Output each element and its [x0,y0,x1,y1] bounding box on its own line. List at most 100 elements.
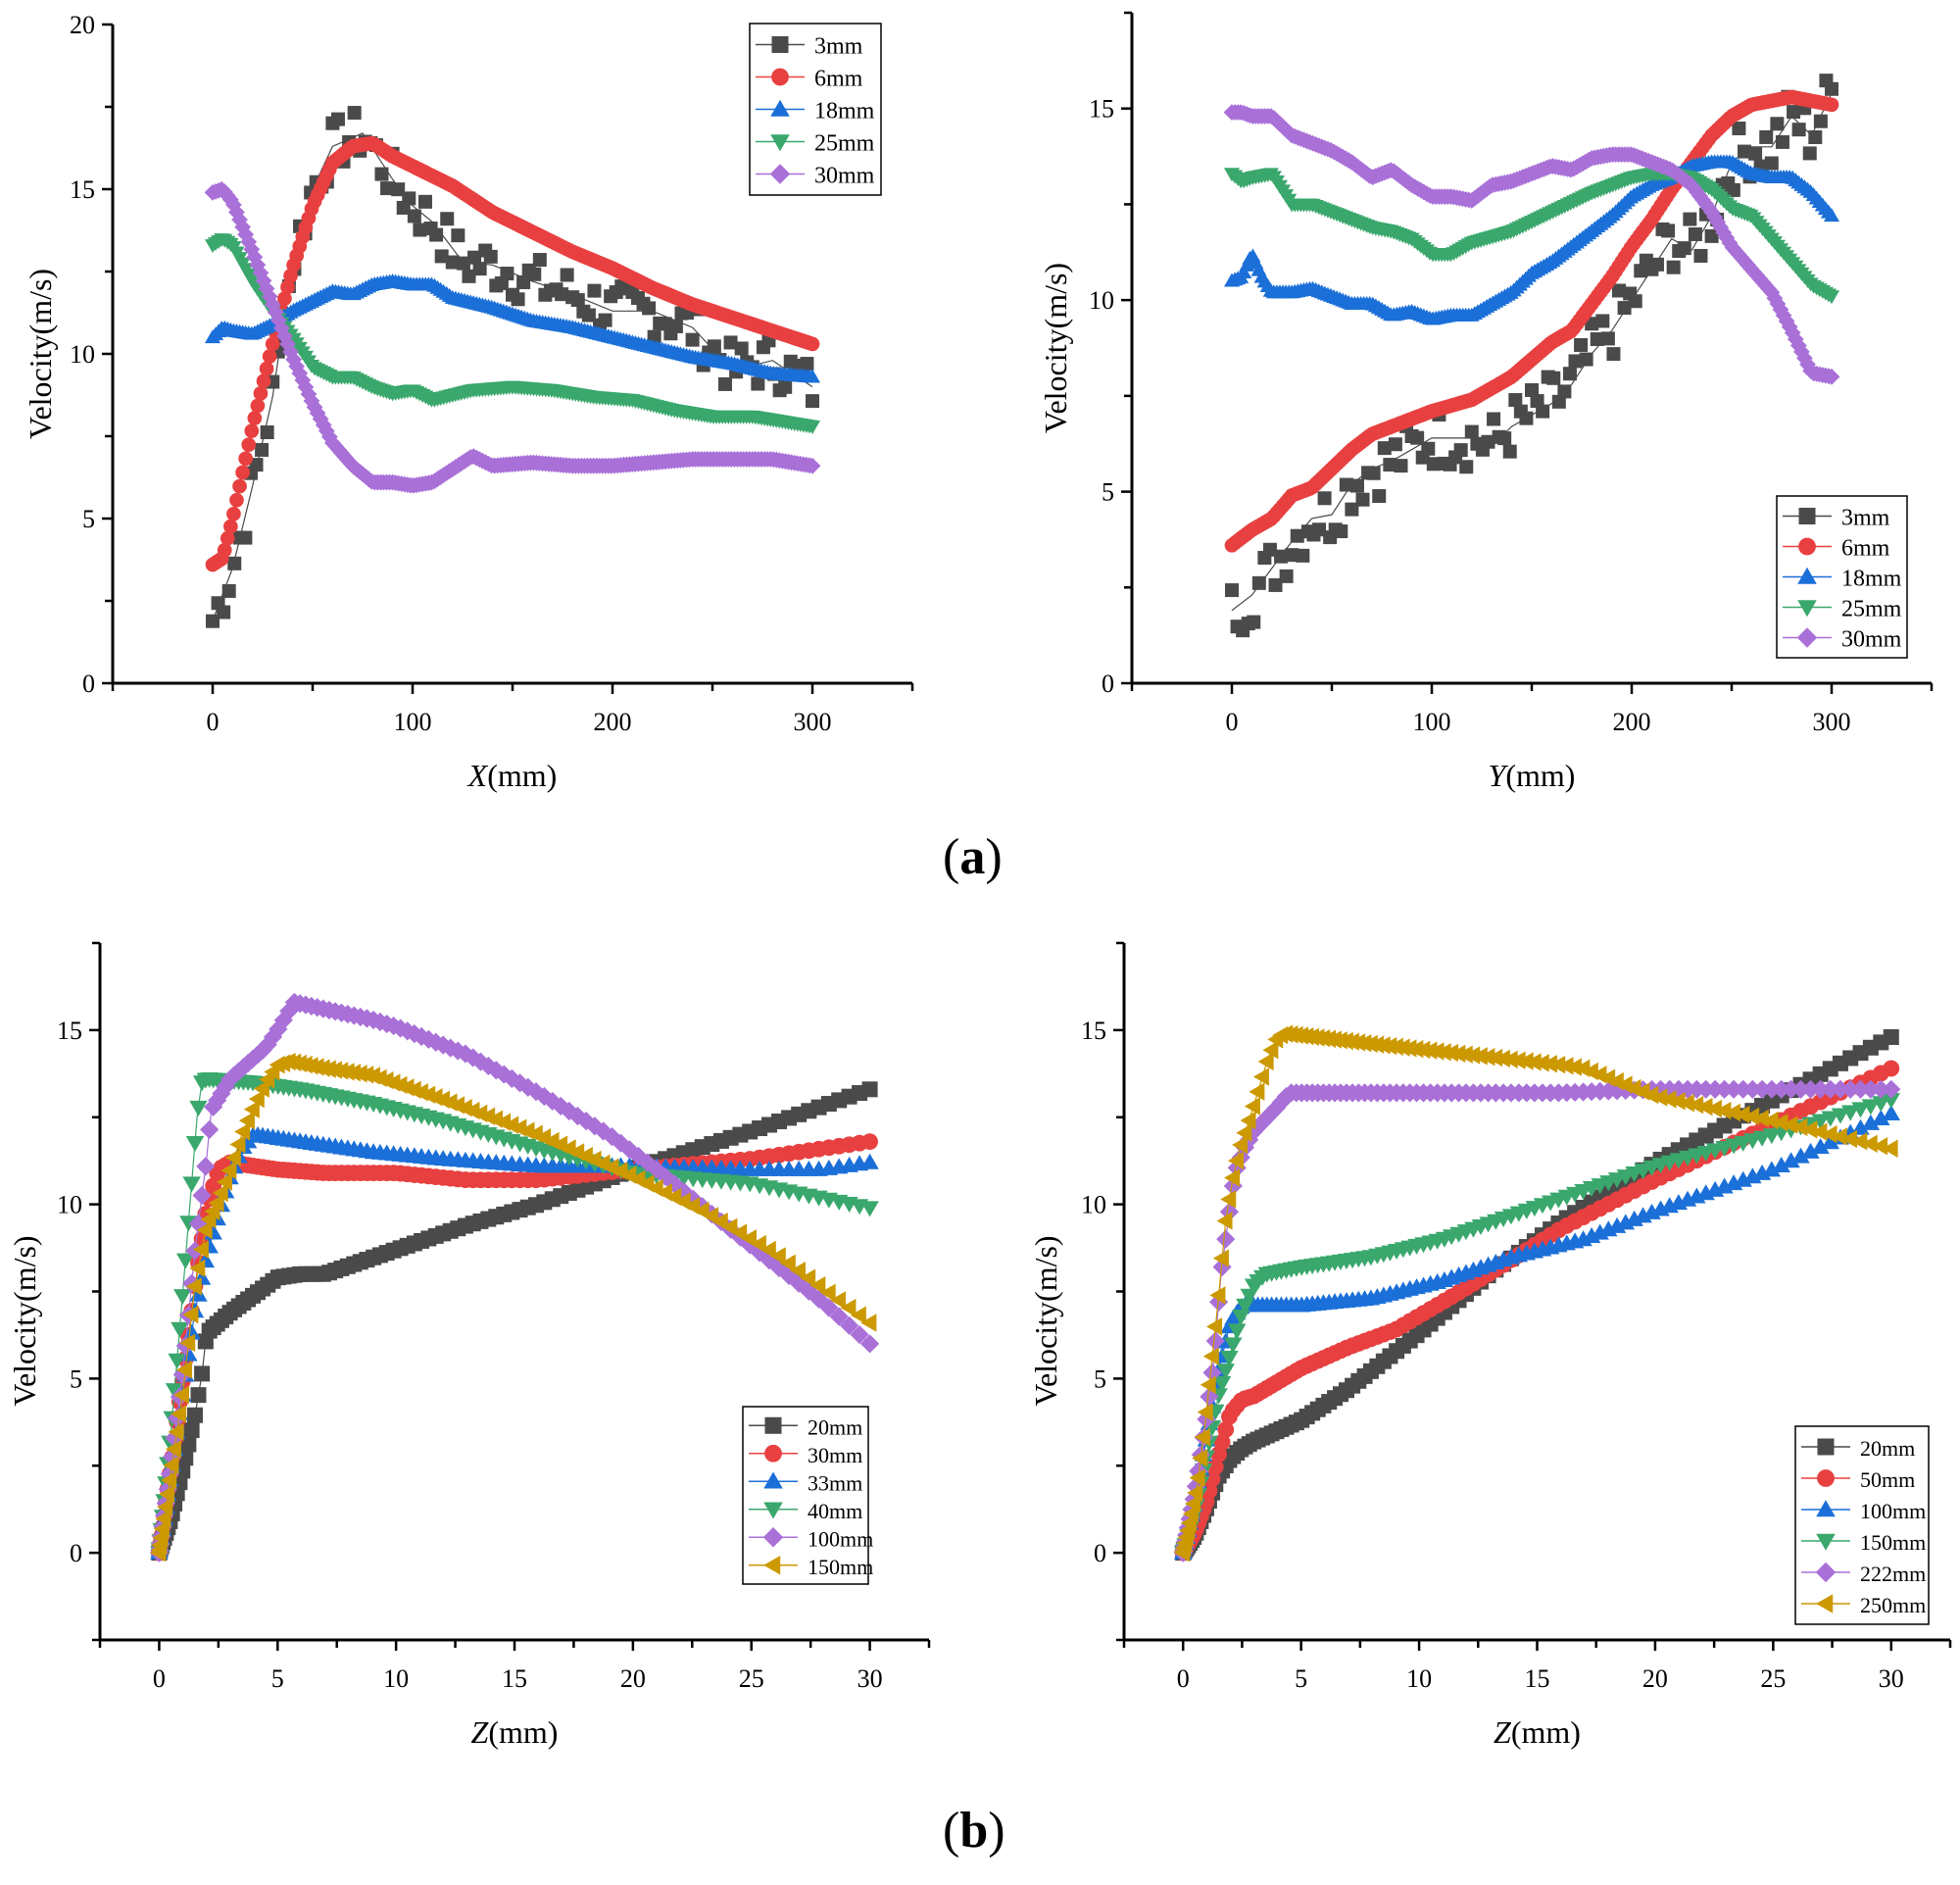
data-point [1508,393,1523,408]
data-point [1861,1079,1881,1099]
data-point [861,1081,878,1098]
data-point [1642,1085,1659,1105]
data-point [1494,1049,1510,1068]
data-point [1189,1468,1205,1487]
data-point [1224,1337,1243,1354]
data-point [750,1243,769,1263]
legend-item: 40mm [749,1499,862,1523]
data-point [288,358,306,375]
caption-a-letter: a [959,829,986,885]
data-point [1726,182,1740,197]
data-point [1772,1114,1788,1132]
data-point [769,1247,786,1265]
data-point [171,1405,187,1423]
data-point [183,1422,200,1439]
data-point [1216,1229,1236,1249]
data-point [180,1436,197,1453]
legend-marker-circle-icon [1798,537,1816,556]
data-point [216,1076,235,1097]
data-point [1724,1103,1740,1122]
data-point [398,1021,417,1041]
caption-b-close: ) [988,1803,1005,1859]
legend-item: 30mm [1783,627,1902,653]
legend-item: 30mm [756,164,875,189]
legend-label: 100mm [1860,1499,1926,1523]
data-point [249,458,264,472]
data-point [1244,1097,1260,1116]
data-point [380,181,395,196]
data-point [1212,1249,1229,1267]
data-point [253,385,269,401]
data-point [1194,1427,1210,1447]
y-tick-label: 15 [57,1017,82,1045]
x-tick-label: 15 [502,1664,527,1693]
data-point [1791,1117,1808,1137]
data-point [220,1161,237,1180]
data-point [1579,352,1593,367]
x-tick-label: 0 [1177,1664,1190,1693]
data-point [1821,1133,1839,1150]
data-point [1525,1053,1542,1071]
data-point [472,262,487,276]
x-axis-label: Z(mm) [1494,1714,1581,1750]
data-point [1517,1052,1534,1070]
data-point [1206,1458,1224,1475]
legend-marker-square-icon [1798,508,1816,524]
data-point [253,1079,270,1098]
data-point [1669,1092,1686,1111]
legend-label: 250mm [1860,1593,1926,1617]
data-point [171,1321,189,1338]
data-point [819,1298,839,1317]
legend-item: 6mm [756,67,863,92]
data-point [1519,411,1534,425]
legend-marker-square-icon [771,36,789,53]
data-point [829,1291,846,1310]
data-point [277,291,292,306]
data-point [740,1235,760,1255]
data-point [516,274,531,289]
y-tick-label: 15 [1089,95,1114,124]
data-point [543,1091,563,1112]
data-point [259,361,274,376]
data-point [467,250,482,265]
y-tick-label: 15 [70,175,95,204]
legend-item: 30mm [749,1443,862,1467]
data-point [1759,129,1774,144]
data-point [280,279,295,295]
data-point [1841,1129,1858,1149]
series-18mm [204,273,821,383]
x-tick-label: 100 [1413,708,1451,736]
data-point [1811,1079,1831,1099]
data-point [1882,1104,1900,1120]
data-point [1501,1050,1518,1069]
data-point [1693,248,1708,263]
data-point [560,268,574,282]
data-point [262,349,277,364]
legend-label: 25mm [1841,597,1902,622]
y-tick-label: 10 [1089,286,1114,315]
data-point [265,336,280,352]
legend-item: 20mm [749,1414,862,1439]
data-point [850,1306,866,1324]
data-point [1205,1331,1225,1351]
data-point [1557,1057,1574,1075]
data-point [282,343,299,361]
series-6mm [1224,89,1839,553]
data-point [216,1172,232,1191]
legend-item: 18mm [1783,567,1902,592]
data-point [1279,569,1294,583]
data-point [581,308,596,322]
legend-box [1794,1425,1930,1625]
data-point [1562,367,1577,381]
legend-item: 150mm [749,1555,873,1579]
data-point [1568,354,1583,369]
data-point [829,1307,849,1326]
data-point [1355,492,1370,507]
data-point [225,196,242,214]
data-point [163,1456,179,1474]
data-point [272,320,290,337]
x-tick-label: 5 [271,1664,284,1693]
data-point [707,339,721,354]
data-point [1678,1094,1694,1113]
data-point [417,194,432,209]
